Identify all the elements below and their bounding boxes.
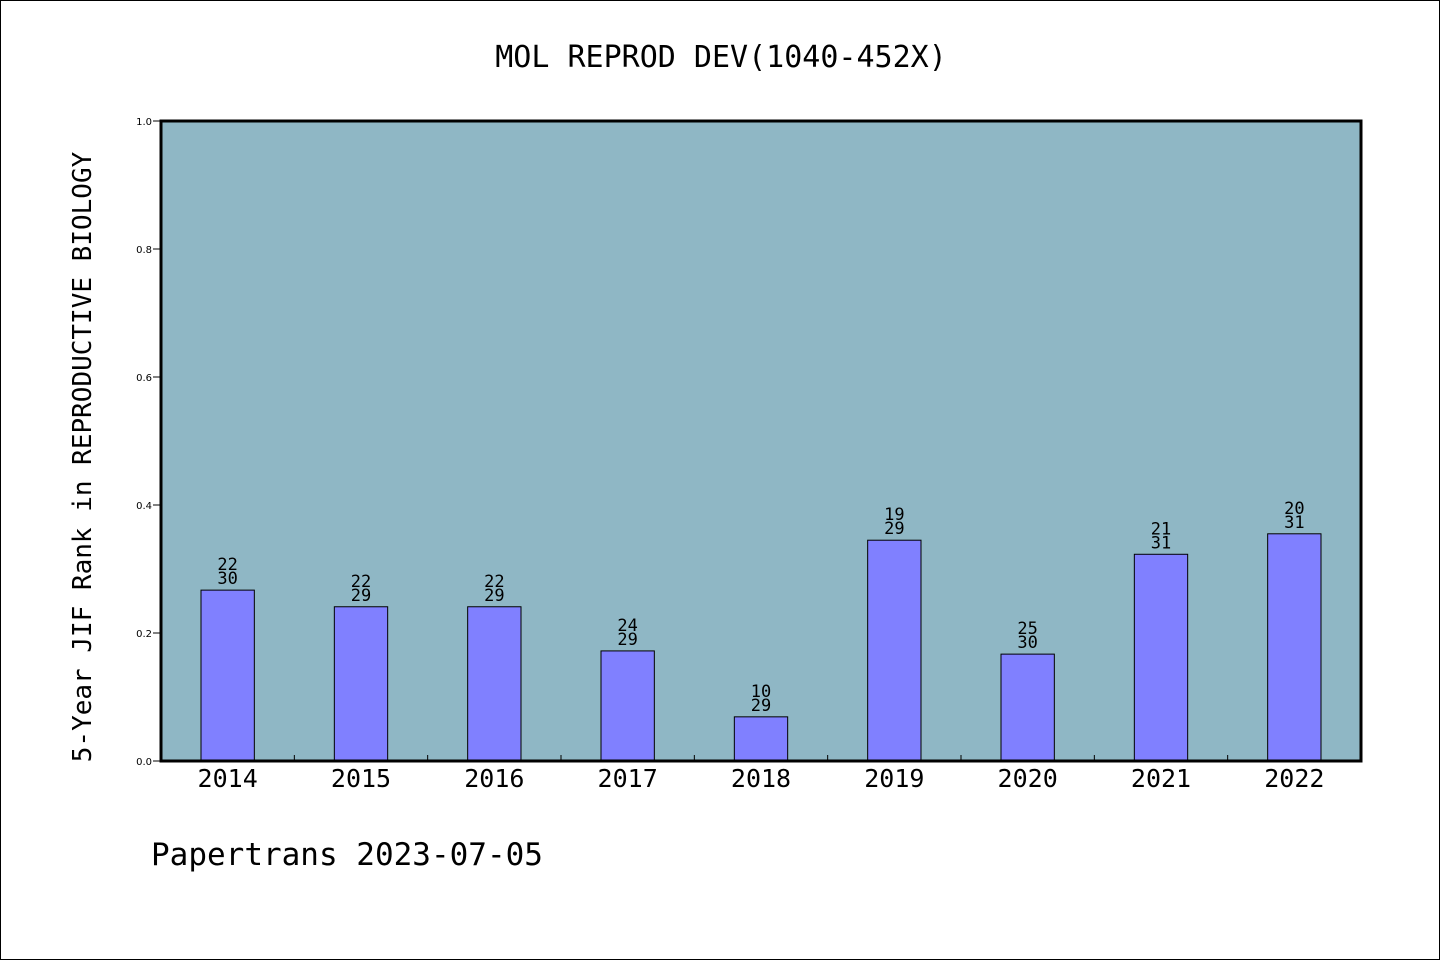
bars-group (200, 533, 1322, 762)
y-axis-label: 5-Year JIF Rank in REPRODUCTIVE BIOLOGY (68, 151, 98, 762)
footer-credit: Papertrans 2023-07-05 (151, 837, 543, 873)
y-tick-label: 1.0 (136, 117, 152, 128)
chart-title: MOL REPROD DEV(1040-452X) (495, 40, 947, 75)
bar-total-label: 29 (884, 519, 904, 539)
bar-rank-label: 25 (1017, 619, 1037, 639)
y-tick-label: 0.2 (136, 629, 152, 640)
bar-2016 (467, 606, 522, 762)
bar-rank-label: 21 (1151, 519, 1171, 539)
bar-2020 (1000, 653, 1055, 762)
bar-2019 (867, 539, 922, 762)
bar-rank-label: 20 (1284, 499, 1304, 519)
bar-rank-label: 22 (484, 572, 504, 592)
x-tick-label: 2015 (331, 764, 391, 793)
x-tick-label: 2018 (731, 764, 791, 793)
bar-total-label: 31 (1284, 513, 1304, 533)
bar-rank-label: 24 (617, 616, 637, 636)
y-tick-label: 0.0 (136, 757, 152, 768)
y-tick-label: 0.8 (136, 245, 152, 256)
x-axis: 2014 2015 2016 2017 2018 2019 2020 2021 2022 (198, 755, 1324, 793)
x-tick-label: 2017 (598, 764, 658, 793)
x-tick-label: 2019 (864, 764, 924, 793)
bar-2017 (600, 650, 655, 762)
x-tick-label: 2022 (1264, 764, 1324, 793)
bar-total-label: 29 (351, 586, 371, 606)
bar-total-label: 29 (617, 630, 637, 650)
bar-rank-label: 22 (217, 555, 237, 575)
bar-total-label: 31 (1151, 533, 1171, 553)
bar-total-label: 29 (751, 696, 771, 716)
y-tick-label: 0.6 (136, 373, 152, 384)
plot-frame (159, 119, 1363, 763)
bar-2015 (333, 606, 389, 762)
bar-2018 (733, 716, 789, 762)
bar-rank-label: 10 (751, 682, 771, 702)
x-tick-label: 2014 (198, 764, 258, 793)
bar-rank-label: 19 (884, 505, 904, 525)
bar-total-label: 30 (217, 569, 237, 589)
y-axis: 0.0 0.2 0.4 0.6 0.8 1.0 (136, 117, 161, 768)
x-tick-label: 2021 (1131, 764, 1191, 793)
x-tick-label: 2016 (464, 764, 524, 793)
bar-total-label: 30 (1017, 633, 1037, 653)
bar-rank-label: 22 (351, 572, 371, 592)
bar-total-label: 29 (484, 586, 504, 606)
y-tick-label: 0.4 (136, 501, 152, 512)
x-tick-label: 2020 (998, 764, 1058, 793)
bar-2014 (200, 589, 255, 762)
bar-2021 (1133, 553, 1189, 762)
bar-2022 (1267, 533, 1322, 762)
